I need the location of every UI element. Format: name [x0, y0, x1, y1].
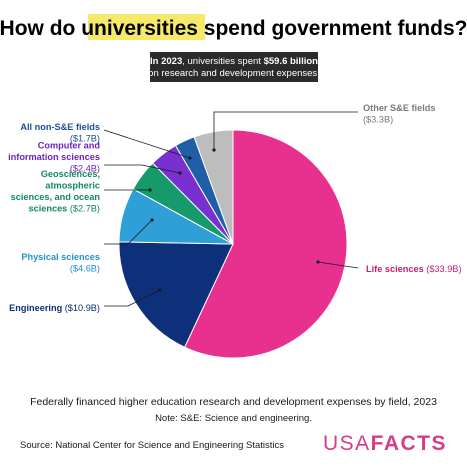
slice-label-value-2: ($4.6B) [70, 264, 100, 274]
slice-label-2: Physical sciences ($4.6B) [21, 252, 100, 274]
slice-label-name-1: Engineering [9, 303, 65, 313]
pie-slice-1 [118, 241, 234, 348]
usafacts-logo: USAFACTS [323, 432, 447, 455]
slice-label-line-4-1: information sciences [8, 152, 100, 162]
slice-label-line-3-1: atmospheric [45, 181, 100, 191]
chart-caption: Federally financed higher education rese… [30, 396, 437, 408]
callout-year: In 2023 [150, 56, 182, 67]
chart-title: How do universities spend government fun… [0, 17, 467, 40]
slice-label-value-1: ($10.9B) [65, 303, 100, 313]
slice-label-value-6: ($3.3B) [363, 115, 393, 125]
slice-label-value-3: sciences ($2.7B) [28, 204, 100, 214]
logo-usa: USA [323, 432, 371, 455]
callout-box [150, 52, 318, 82]
chart-source: Source: National Center for Science and … [20, 440, 284, 451]
slice-label-line-3-0: Geosciences, [41, 169, 100, 179]
leader-line-2 [104, 219, 153, 245]
leader-dot-1 [158, 288, 162, 292]
callout-mid: , universities spent [182, 56, 263, 67]
title-highlight: universities [81, 17, 198, 40]
slice-label-line-4-0: Computer and [38, 141, 100, 151]
title-part-1: How do [0, 17, 81, 40]
slice-label-line-3-2: sciences, and ocean [11, 192, 101, 202]
slice-label-name-0: Life sciences [366, 264, 426, 274]
leader-line-1 [104, 289, 161, 307]
leader-line-6 [213, 111, 358, 150]
pie-slice-0 [183, 129, 348, 359]
callout-amount: $59.6 billion [264, 56, 319, 67]
pie-chart [118, 129, 348, 359]
leader-dot-3 [148, 188, 152, 192]
leader-lines [103, 111, 359, 307]
slice-label-line-5-0: All non-S&E fields [20, 122, 100, 132]
pie-slice-6 [193, 129, 234, 245]
slice-label-6: Other S&E fields ($3.3B) [363, 103, 436, 125]
slice-label-0: Life sciences ($33.9B) [366, 264, 462, 274]
title-highlight-bar [88, 14, 205, 40]
title-part-2: spend government funds? [198, 17, 467, 40]
slice-label-5: All non-S&E fields ($1.7B) [20, 122, 100, 144]
slice-label-value-0: ($33.9B) [426, 264, 461, 274]
leader-line-4 [104, 164, 181, 174]
leader-line-5 [103, 129, 191, 159]
chart-note: Note: S&E: Science and engineering. [155, 413, 312, 424]
slice-labels: Life sciences ($33.9B) Engineering ($10.9… [8, 103, 461, 313]
callout-line-2: on research and development expenses. [148, 68, 320, 79]
leader-dot-6 [212, 148, 216, 152]
leader-line-0 [317, 261, 359, 269]
slice-label-1: Engineering ($10.9B) [9, 303, 100, 313]
slice-label-text-0: Life sciences ($33.9B) [366, 264, 462, 274]
slice-label-value-5: ($1.7B) [70, 134, 100, 144]
leader-dot-2 [150, 218, 154, 222]
callout-line-1: In 2023, universities spent $59.6 billio… [150, 56, 318, 67]
slice-label-value-4: ($2.4B) [70, 164, 100, 174]
logo-facts: FACTS [371, 432, 447, 455]
slice-label-text-1: Engineering ($10.9B) [9, 303, 100, 313]
leader-dot-0 [316, 260, 320, 264]
slice-label-line-2-0: Physical sciences [21, 252, 100, 262]
leader-dot-5 [188, 156, 192, 160]
slice-label-line-6-0: Other S&E fields [363, 103, 436, 113]
leader-dot-4 [178, 171, 182, 175]
